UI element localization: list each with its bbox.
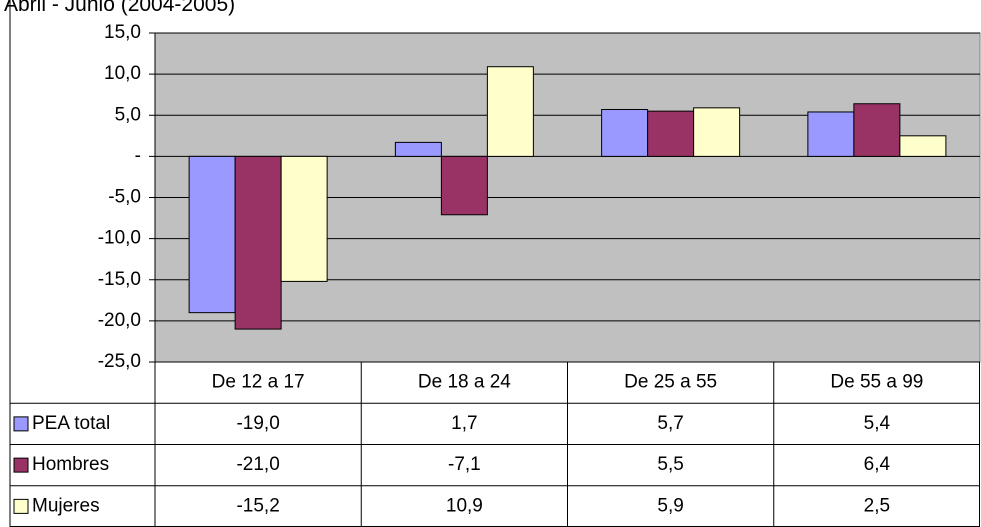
bar <box>486 66 534 157</box>
y-tick-label: 15,0 <box>104 22 141 43</box>
table-value: 5,4 <box>864 413 891 434</box>
table-value: 5,5 <box>657 454 683 475</box>
x-tick-label: De 55 a 99 <box>830 372 923 393</box>
x-tick-label: De 25 a 55 <box>624 372 717 393</box>
bar <box>234 155 282 330</box>
table-value: 1,7 <box>451 413 477 434</box>
bar <box>394 141 442 157</box>
table-value: -7,1 <box>448 454 481 475</box>
bar <box>280 155 328 282</box>
legend-key <box>13 498 29 514</box>
chart-title: Abril - Junio (2004-2005) <box>4 0 235 16</box>
bar <box>188 155 236 314</box>
bar <box>601 108 649 157</box>
table-value: 10,9 <box>446 495 483 516</box>
legend-label: PEA total <box>32 413 110 434</box>
table-value: 5,7 <box>657 413 683 434</box>
y-tick-label: -25,0 <box>98 351 141 372</box>
table-value: 2,5 <box>864 495 890 516</box>
table-value: -21,0 <box>236 454 279 475</box>
x-tick-label: De 18 a 24 <box>418 372 511 393</box>
legend-key <box>13 416 29 432</box>
y-tick-label: - <box>135 145 141 166</box>
table-value: -19,0 <box>236 413 279 434</box>
bar <box>647 110 695 157</box>
bar <box>853 103 901 157</box>
y-tick-label: -20,0 <box>98 310 141 331</box>
table-value: -15,2 <box>236 495 279 516</box>
table-value: 5,9 <box>657 495 683 516</box>
y-tick-label: -15,0 <box>98 269 141 290</box>
legend-label: Hombres <box>32 454 109 475</box>
legend-key <box>13 457 29 473</box>
bar <box>899 135 947 157</box>
y-tick-label: 5,0 <box>115 104 141 125</box>
table-value: 6,4 <box>864 454 891 475</box>
bar <box>440 155 488 216</box>
y-tick-label: -5,0 <box>108 187 141 208</box>
legend-label: Mujeres <box>32 495 100 516</box>
bar <box>807 111 855 157</box>
y-tick-label: 10,0 <box>104 63 141 84</box>
bar <box>693 107 741 157</box>
x-tick-label: De 12 a 17 <box>212 372 305 393</box>
y-tick-label: -10,0 <box>98 228 141 249</box>
